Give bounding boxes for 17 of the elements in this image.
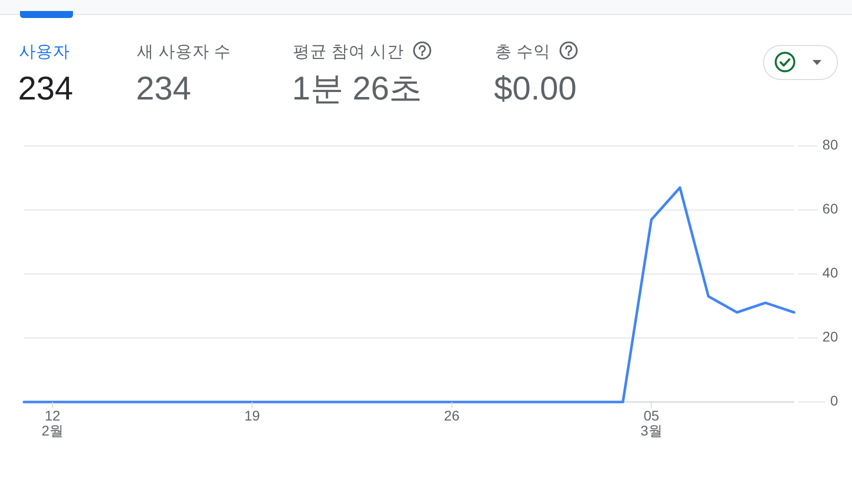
text: 234 (136, 70, 192, 106)
x-tick-label: 05 3월 (640, 408, 662, 439)
x-tick-label: 19 (244, 408, 260, 424)
y-tick-label: 60 (822, 200, 838, 217)
y-tick-label: 40 (822, 264, 838, 281)
x-tick-label: 26 (444, 408, 460, 424)
y-tick-label: 20 (822, 328, 838, 345)
text: 새 사용자 수 (137, 43, 232, 61)
text: $0.00 (494, 70, 577, 106)
text: 총 수익 (495, 43, 551, 61)
text: 1분 26초 (292, 70, 422, 106)
text: 사용자 (19, 43, 70, 61)
y-tick-label: 80 (822, 136, 838, 153)
x-tick-label: 12 2월 (42, 408, 64, 439)
y-tick-label: 0 (830, 392, 838, 409)
text: 234 (18, 70, 74, 106)
text: 평균 참여 시간 (293, 43, 404, 61)
